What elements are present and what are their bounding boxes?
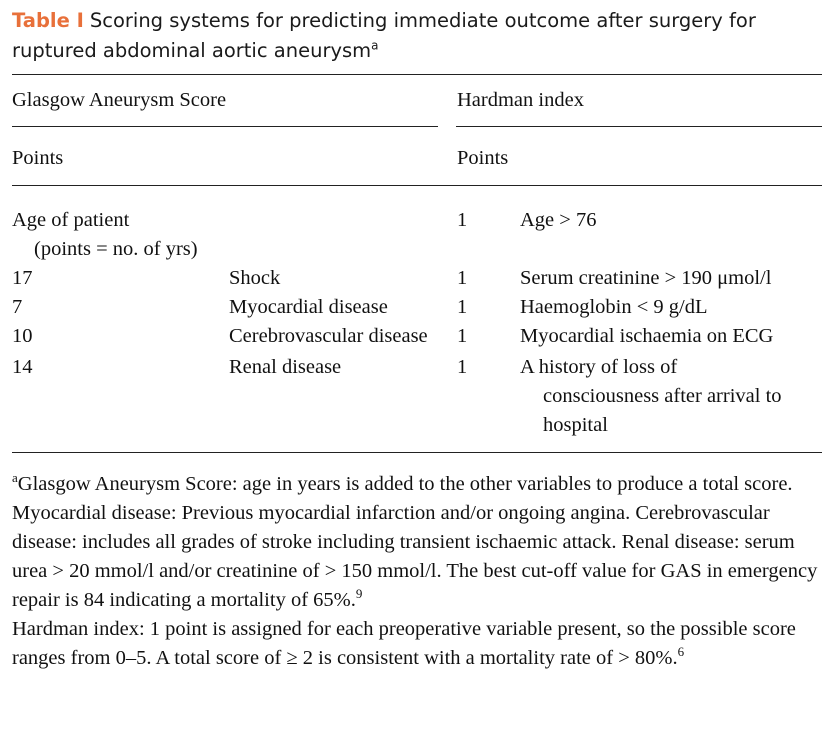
hardman-column-title: Hardman index [457, 89, 584, 111]
gas-label-myocardial: Myocardial disease [229, 296, 388, 318]
hardman-label-consciousness-cont1: consciousness after arrival to [543, 385, 782, 407]
gas-footnote: aGlasgow Aneurysm Score: age in years is… [12, 470, 822, 615]
table-footnotes: aGlasgow Aneurysm Score: age in years is… [12, 470, 822, 673]
hardman-age-label: Age > 76 [520, 209, 597, 231]
gas-label-renal: Renal disease [229, 356, 342, 378]
hardman-label-ischaemia: Myocardial ischaemia on ECG [520, 325, 774, 347]
gas-points-myocardial: 7 [12, 296, 23, 318]
gas-points-shock: 17 [12, 267, 33, 289]
hardman-label-consciousness-cont2: hospital [543, 414, 608, 436]
hardman-footnote: Hardman index: 1 point is assigned for e… [12, 615, 822, 673]
caption-text-2: ruptured abdominal aortic aneurysm [12, 39, 372, 62]
top-rule [12, 74, 822, 75]
bottom-rule [12, 452, 822, 453]
reference-9: 9 [355, 586, 363, 602]
gas-label-cerebrovascular: Cerebrovascular disease [229, 325, 428, 347]
hardman-points-ischaemia: 1 [457, 325, 468, 347]
table-caption: Table I Scoring systems for predicting im… [12, 6, 812, 66]
reference-6: 6 [677, 644, 685, 660]
caption-line-1: Table I Scoring systems for predicting im… [12, 6, 812, 36]
gas-points-cerebrovascular: 10 [12, 325, 33, 347]
points-rule [12, 185, 822, 186]
gas-label-shock: Shock [229, 267, 281, 289]
caption-footnote-marker: a [371, 38, 379, 53]
caption-line-2: ruptured abdominal aortic aneurysma [12, 36, 812, 66]
hardman-label-creatinine: Serum creatinine > 190 μmol/l [520, 267, 772, 289]
gas-footnote-text: Glasgow Aneurysm Score: age in years is … [12, 473, 818, 611]
caption-text-1: Scoring systems for predicting immediate… [89, 9, 756, 32]
footnote-marker-a: a [12, 470, 18, 486]
gas-column-title: Glasgow Aneurysm Score [12, 89, 227, 111]
gas-header-rule [12, 126, 438, 127]
hardman-footnote-text: Hardman index: 1 point is assigned for e… [12, 618, 796, 669]
gas-age-note: (points = no. of yrs) [34, 238, 198, 260]
hardman-points-haemoglobin: 1 [457, 296, 468, 318]
hardman-label-consciousness: A history of loss of [520, 356, 678, 378]
gas-points-renal: 14 [12, 356, 33, 378]
gas-age-label: Age of patient [12, 209, 130, 231]
hardman-points-consciousness: 1 [457, 356, 468, 378]
hardman-points-creatinine: 1 [457, 267, 468, 289]
gas-points-header: Points [12, 147, 64, 169]
hardman-points-header: Points [457, 147, 509, 169]
hardman-header-rule [456, 126, 822, 127]
hardman-label-haemoglobin: Haemoglobin < 9 g/dL [520, 296, 708, 318]
hardman-age-points: 1 [457, 209, 468, 231]
table-label: Table I [12, 9, 84, 32]
